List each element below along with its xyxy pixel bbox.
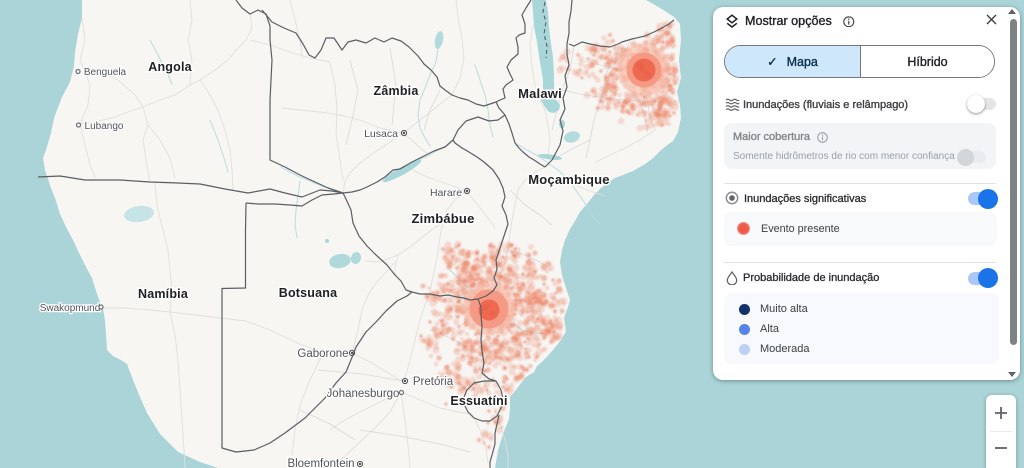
svg-text:Zimbábue: Zimbábue (412, 211, 475, 226)
svg-text:Essuatíni: Essuatíni (450, 394, 507, 408)
svg-text:Zâmbia: Zâmbia (374, 84, 420, 98)
svg-text:Malawi: Malawi (518, 86, 562, 101)
svg-text:Lusaca: Lusaca (364, 128, 398, 140)
svg-text:Gaborone: Gaborone (297, 348, 348, 360)
svg-text:Namíbia: Namíbia (138, 287, 189, 301)
svg-text:Swakopmund: Swakopmund (40, 303, 101, 314)
svg-text:Harare: Harare (430, 187, 462, 199)
svg-text:Benguela: Benguela (84, 67, 127, 78)
svg-text:Angola: Angola (148, 60, 192, 74)
svg-text:Lubango: Lubango (85, 121, 124, 132)
svg-text:Pretória: Pretória (413, 376, 454, 388)
svg-text:Botsuana: Botsuana (279, 286, 338, 300)
svg-text:Moçambique: Moçambique (528, 172, 609, 187)
svg-text:Johanesburgo: Johanesburgo (327, 388, 400, 400)
svg-text:Bloemfontein: Bloemfontein (287, 458, 354, 468)
